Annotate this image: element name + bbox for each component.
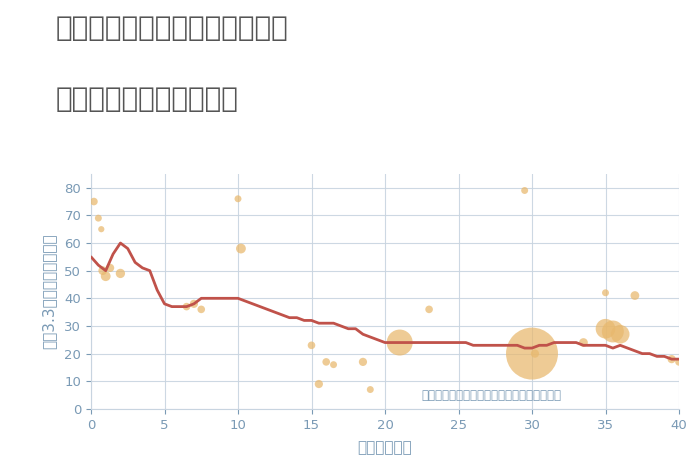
Y-axis label: 平（3.3㎡）単価（万円）: 平（3.3㎡）単価（万円）: [41, 234, 56, 349]
Point: [306, 342, 317, 349]
Text: 築年数別中古戸建て価格: 築年数別中古戸建て価格: [56, 85, 239, 113]
Point: [88, 198, 99, 205]
Point: [97, 267, 108, 274]
Point: [629, 292, 641, 299]
Point: [232, 195, 244, 203]
Point: [92, 214, 104, 222]
Point: [673, 358, 685, 366]
Point: [615, 330, 626, 338]
Point: [666, 355, 678, 363]
Point: [100, 273, 111, 280]
Point: [321, 358, 332, 366]
Point: [195, 306, 207, 313]
Point: [529, 350, 540, 357]
Point: [365, 386, 376, 393]
Point: [424, 306, 435, 313]
Point: [394, 339, 405, 346]
Point: [600, 289, 611, 297]
Point: [358, 358, 369, 366]
Point: [519, 187, 531, 194]
Point: [235, 245, 246, 252]
Point: [188, 300, 199, 307]
Text: 円の大きさは、取引のあった物件面積を示す: 円の大きさは、取引のあった物件面積を示す: [421, 389, 561, 402]
Point: [104, 264, 116, 272]
Point: [328, 361, 340, 368]
X-axis label: 築年数（年）: 築年数（年）: [358, 440, 412, 455]
Point: [181, 303, 192, 310]
Point: [608, 328, 619, 335]
Point: [526, 350, 538, 357]
Point: [314, 380, 325, 388]
Point: [600, 325, 611, 332]
Text: 兵庫県たつの市揖保川町本條の: 兵庫県たつの市揖保川町本條の: [56, 14, 288, 42]
Point: [115, 270, 126, 277]
Point: [96, 226, 107, 233]
Point: [578, 339, 589, 346]
